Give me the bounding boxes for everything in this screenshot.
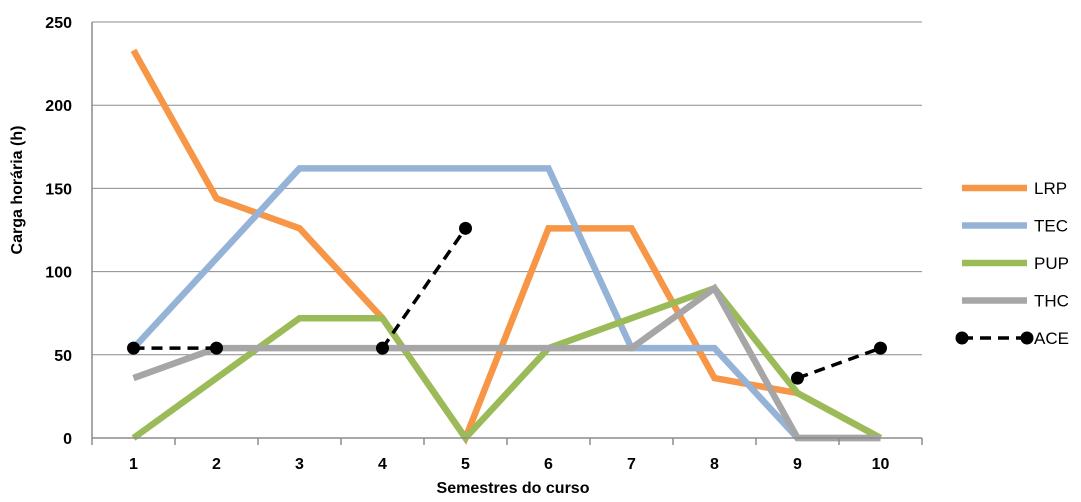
legend-item-ace: ACE [955, 329, 1069, 348]
grid-lines [92, 21, 922, 356]
data-point-ace [791, 371, 804, 385]
legend-marker [955, 331, 969, 345]
axes [91, 22, 923, 445]
legend-item-tec: TEC [962, 217, 1068, 236]
x-tick-label: 9 [793, 456, 802, 473]
data-point-ace [127, 341, 140, 355]
series-line-thc [132, 283, 881, 442]
x-tick-label: 5 [461, 456, 470, 473]
y-axis-title: Carga horária (h) [9, 126, 26, 255]
y-tick-label: 50 [54, 348, 72, 365]
series-line-ace [796, 346, 882, 380]
data-point-ace [376, 341, 389, 355]
series-ace [127, 221, 887, 385]
x-axis-title: Semestres do curso [437, 480, 590, 497]
legend-item-lrp: LRP [962, 179, 1067, 198]
series-line-pup [131, 284, 883, 444]
x-tick-label: 7 [627, 456, 636, 473]
series-lines [127, 48, 887, 445]
series-line-tec [131, 165, 881, 442]
legend-label: LRP [1034, 179, 1067, 198]
x-tick-label: 3 [295, 456, 304, 473]
series-tec [131, 165, 881, 442]
x-tick-labels: 1 2 3 4 5 6 7 8 9 10 [129, 456, 889, 473]
y-tick-label: 150 [45, 181, 72, 198]
legend-label: PUP [1034, 254, 1069, 273]
x-tick-label: 2 [212, 456, 221, 473]
x-tick-label: 1 [129, 456, 138, 473]
legend-marker [1020, 331, 1034, 345]
data-point-ace [874, 341, 887, 355]
legend-label: TEC [1034, 217, 1068, 236]
series-thc [132, 283, 881, 442]
legend-item-thc: THC [962, 292, 1069, 311]
legend-label: ACE [1034, 329, 1069, 348]
y-tick-label: 100 [45, 265, 72, 282]
x-tick-label: 8 [710, 456, 719, 473]
series-pup [131, 284, 883, 444]
legend-item-pup: PUP [962, 254, 1069, 273]
y-tick-label: 250 [45, 15, 72, 32]
y-tick-label: 0 [63, 431, 72, 448]
legend-label: THC [1034, 292, 1069, 311]
legend: LRP TEC PUP THC ACE [955, 179, 1069, 348]
y-tick-label: 200 [45, 98, 72, 115]
y-tick-labels: 0 50 100 150 200 250 [45, 15, 72, 448]
x-tick-label: 6 [544, 456, 553, 473]
data-point-ace [459, 221, 472, 235]
data-point-ace [210, 341, 223, 355]
x-tick-label: 4 [378, 456, 387, 473]
x-tick-label: 10 [872, 456, 890, 473]
series-line-ace [381, 227, 467, 350]
